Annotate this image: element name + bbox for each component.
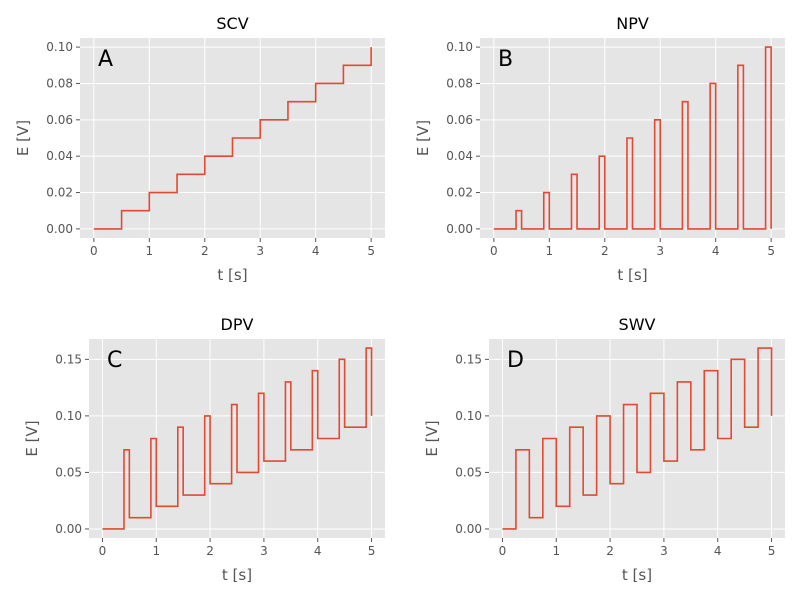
x-tick-label: 0 — [90, 244, 98, 258]
subplot-scv: 0 1 2 3 4 5 0.00 0.02 0.04 0.06 0.08 0.10 SCV At [s] E… — [14, 14, 385, 284]
y-axis-label: E [V] — [14, 120, 32, 156]
x-tick-label: 5 — [767, 244, 775, 258]
y-tick-label: 0.00 — [55, 522, 82, 536]
x-tick-label: 4 — [314, 544, 322, 558]
x-tick-label: 5 — [367, 244, 375, 258]
series-line-scv — [93, 47, 372, 230]
x-tick-label: 3 — [660, 544, 668, 558]
x-tick-label: 2 — [201, 244, 209, 258]
x-axis-label: t [s] — [617, 266, 647, 284]
x-tick-label: 1 — [145, 244, 153, 258]
panel-letter: D — [507, 348, 524, 373]
subplot-swv: 0 1 2 3 4 5 0.00 0.05 0.10 0.15 SWV Dt [s] E [V] — [423, 315, 785, 584]
x-tick-label: 4 — [312, 244, 320, 258]
subplot-title: NPV — [616, 14, 649, 33]
y-tick-label: 0.10 — [46, 40, 73, 54]
x-tick-label: 1 — [152, 544, 160, 558]
x-tick-label: 4 — [712, 244, 720, 258]
x-tick-label: 3 — [260, 544, 268, 558]
y-axis-label: E [V] — [423, 420, 441, 456]
x-tick-label: 5 — [768, 544, 776, 558]
y-tick-label: 0.00 — [46, 222, 73, 236]
y-tick-label: 0.08 — [446, 76, 473, 90]
y-axis-label: E [V] — [414, 120, 432, 156]
series-line-npv — [493, 46, 772, 230]
x-tick-label: 1 — [545, 244, 553, 258]
y-tick-label: 0.10 — [446, 40, 473, 54]
y-tick-label: 0.00 — [455, 522, 482, 536]
series-line-dpv — [102, 347, 373, 530]
y-tick-label: 0.06 — [46, 113, 73, 127]
subplot-title: DPV — [221, 315, 254, 334]
x-tick-label: 2 — [601, 244, 609, 258]
y-tick-label: 0.15 — [55, 352, 82, 366]
x-tick-label: 5 — [368, 544, 376, 558]
x-tick-label: 0 — [499, 544, 507, 558]
y-tick-label: 0.15 — [455, 352, 482, 366]
x-axis-label: t [s] — [217, 266, 247, 284]
y-tick-label: 0.10 — [455, 409, 482, 423]
y-tick-label: 0.04 — [46, 149, 73, 163]
x-axis-label: t [s] — [222, 566, 252, 584]
x-tick-label: 2 — [606, 544, 614, 558]
x-tick-label: 3 — [656, 244, 664, 258]
subplot-npv: 0 1 2 3 4 5 0.00 0.02 0.04 0.06 0.08 0.10 NPV Bt [s] E… — [414, 14, 785, 284]
series-line-swv — [502, 347, 773, 530]
panel-letter: C — [107, 348, 122, 373]
y-tick-label: 0.00 — [446, 222, 473, 236]
x-tick-label: 0 — [490, 244, 498, 258]
panel-letter: B — [498, 47, 513, 72]
y-axis-label: E [V] — [23, 420, 41, 456]
y-tick-label: 0.10 — [55, 409, 82, 423]
y-tick-label: 0.06 — [446, 113, 473, 127]
subplot-dpv: 0 1 2 3 4 5 0.00 0.05 0.10 0.15 DPV Ct [s] E [V] — [23, 315, 385, 584]
y-tick-label: 0.04 — [446, 149, 473, 163]
x-tick-label: 1 — [552, 544, 560, 558]
y-tick-label: 0.02 — [46, 186, 73, 200]
x-tick-label: 4 — [714, 544, 722, 558]
x-tick-label: 3 — [256, 244, 264, 258]
y-tick-label: 0.08 — [46, 76, 73, 90]
y-tick-label: 0.05 — [455, 465, 482, 479]
y-tick-label: 0.02 — [446, 186, 473, 200]
subplot-title: SWV — [619, 315, 656, 334]
y-tick-label: 0.05 — [55, 465, 82, 479]
subplot-title: SCV — [216, 14, 248, 33]
panel-letter: A — [98, 47, 113, 72]
x-tick-label: 0 — [99, 544, 107, 558]
x-axis-label: t [s] — [622, 566, 652, 584]
x-tick-label: 2 — [206, 544, 214, 558]
